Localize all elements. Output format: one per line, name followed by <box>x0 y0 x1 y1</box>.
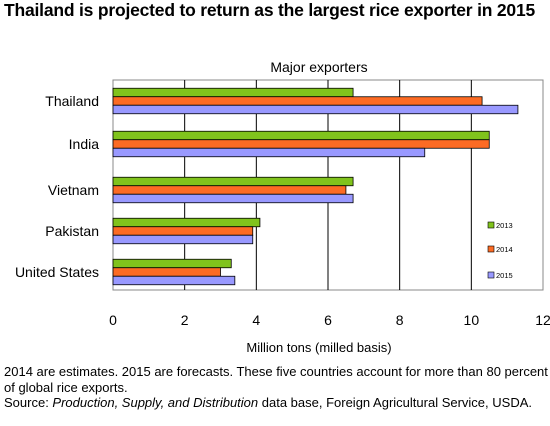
x-tick-label: 0 <box>109 312 117 328</box>
bar-2015-thailand <box>112 104 519 115</box>
bar-2014-vietnam <box>112 185 347 195</box>
category-label: United States <box>15 264 99 280</box>
bar-2014-thailand <box>112 96 483 106</box>
legend-swatch-2014 <box>487 245 495 253</box>
category-label: India <box>69 136 100 152</box>
legend-label-2013: 2013 <box>496 221 513 230</box>
bar-2015-united-states <box>112 275 236 286</box>
bar-2013-india <box>112 130 490 141</box>
legend-label-2015: 2015 <box>496 271 513 280</box>
chart-title: Thailand is projected to return as the l… <box>4 0 536 20</box>
bar-2013-united-states <box>112 258 232 269</box>
bar-2015-vietnam <box>112 193 354 204</box>
x-tick-labels: 0 2 4 6 8 10 12 <box>109 312 550 328</box>
x-tick-label: 6 <box>324 312 332 328</box>
x-tick-label: 12 <box>535 312 550 328</box>
bar-2015-india <box>112 147 426 158</box>
footnote-source: Source: Production, Supply, and Distribu… <box>4 395 549 411</box>
bar-2014-united-states <box>112 267 221 277</box>
legend: 2013 2014 2015 <box>487 221 513 280</box>
source-rest: data base, Foreign Agricultural Service,… <box>258 395 532 410</box>
footnotes: 2014 are estimates. 2015 are forecasts. … <box>4 364 549 411</box>
category-labels: Thailand India Vietnam Pakistan United State… <box>15 93 99 280</box>
bar-chart: Major exporters Thailand India Vietnam Paki… <box>15 59 550 355</box>
category-label: Pakistan <box>45 223 99 239</box>
legend-swatch-2015 <box>487 271 495 279</box>
bar-2014-india <box>112 139 490 149</box>
bar-2014-pakistan <box>112 226 254 236</box>
footnote-estimates: 2014 are estimates. 2015 are forecasts. … <box>4 364 548 395</box>
source-title: Production, Supply, and Distribution <box>52 395 259 410</box>
category-label: Vietnam <box>48 182 99 198</box>
x-tick-label: 4 <box>252 312 260 328</box>
bar-2013-thailand <box>112 87 354 98</box>
legend-label-2014: 2014 <box>496 245 513 254</box>
x-axis-label: Million tons (milled basis) <box>246 340 391 355</box>
source-prefix: Source: <box>4 395 53 410</box>
bars <box>112 87 519 286</box>
category-label: Thailand <box>45 93 99 109</box>
bar-2015-pakistan <box>112 234 254 245</box>
bar-2013-pakistan <box>112 217 261 228</box>
x-tick-label: 8 <box>396 312 404 328</box>
bar-2013-vietnam <box>112 176 354 187</box>
chart-subtitle: Major exporters <box>270 59 367 75</box>
legend-swatch-2013 <box>487 221 495 229</box>
x-tick-label: 10 <box>464 312 480 328</box>
x-tick-label: 2 <box>181 312 189 328</box>
